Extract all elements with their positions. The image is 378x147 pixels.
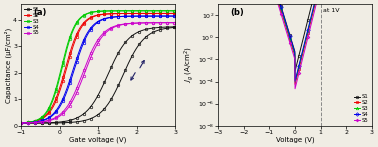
S3	[285, 29, 290, 31]
Line: S2: S2	[20, 12, 176, 124]
S4	[285, 28, 290, 30]
S4	[307, 25, 311, 26]
Y-axis label: $J_g$ (A/cm$^2$): $J_g$ (A/cm$^2$)	[183, 47, 196, 83]
S4	[130, 15, 135, 17]
S2	[37, 118, 42, 120]
X-axis label: Gate voltage (V): Gate voltage (V)	[70, 136, 127, 143]
S4	[173, 15, 177, 17]
S3	[131, 10, 135, 12]
S4	[19, 122, 23, 124]
S1	[293, 70, 297, 72]
S2	[307, 28, 311, 30]
S5	[285, 35, 290, 36]
S1	[307, 15, 311, 16]
S1	[80, 114, 84, 116]
S3	[293, 81, 297, 83]
S1	[173, 26, 177, 28]
Line: S3: S3	[20, 10, 176, 124]
S5	[307, 32, 311, 34]
S4	[116, 16, 120, 17]
S5	[19, 122, 23, 124]
S5	[80, 74, 84, 75]
X-axis label: Voltage (V): Voltage (V)	[276, 136, 314, 143]
Text: (a): (a)	[34, 8, 47, 17]
S2	[116, 13, 120, 14]
Text: at 1V: at 1V	[322, 8, 339, 13]
S3	[307, 26, 311, 27]
S4	[80, 43, 84, 44]
S1	[130, 35, 135, 36]
S3	[130, 10, 135, 12]
S2	[130, 12, 135, 14]
S1	[131, 34, 135, 36]
S4	[37, 120, 42, 122]
S5	[37, 121, 42, 123]
S3	[19, 122, 23, 124]
S2	[173, 12, 177, 14]
S1	[116, 53, 120, 54]
S4	[131, 15, 135, 17]
S3	[173, 10, 177, 12]
S1	[69, 119, 74, 121]
S5	[131, 22, 135, 24]
Line: S4: S4	[20, 15, 176, 124]
Line: S1: S1	[217, 0, 373, 72]
S5	[130, 22, 135, 24]
S5	[69, 99, 74, 101]
S2	[80, 24, 84, 26]
Line: S5: S5	[217, 0, 373, 90]
S3	[69, 32, 74, 34]
S2	[285, 31, 290, 33]
Text: (b): (b)	[230, 8, 244, 17]
Legend: S1, S2, S3, S4, S5: S1, S2, S3, S4, S5	[24, 7, 40, 36]
Line: S5: S5	[20, 21, 176, 124]
S1	[285, 27, 290, 29]
S5	[116, 24, 120, 26]
S3	[116, 10, 120, 12]
Line: S3: S3	[217, 0, 373, 83]
S2	[131, 12, 135, 14]
S2	[19, 122, 23, 124]
Legend: S1, S2, S3, S4, S5: S1, S2, S3, S4, S5	[353, 94, 369, 123]
S3	[37, 118, 42, 120]
S4	[293, 80, 297, 82]
S3	[80, 15, 84, 17]
S5	[293, 88, 297, 90]
Y-axis label: Capacitance (μF/cm²): Capacitance (μF/cm²)	[4, 27, 12, 103]
Line: S2: S2	[217, 0, 373, 86]
S2	[293, 83, 297, 85]
S4	[69, 74, 74, 76]
S1	[19, 122, 23, 124]
Line: S4: S4	[217, 0, 373, 82]
S5	[173, 22, 177, 24]
Line: S1: S1	[20, 26, 176, 124]
S1	[37, 122, 42, 124]
S2	[69, 47, 74, 49]
